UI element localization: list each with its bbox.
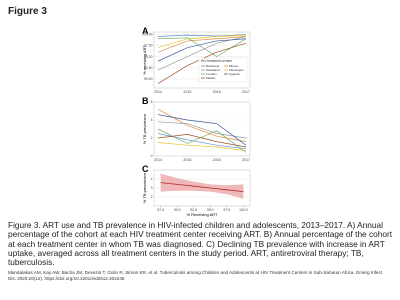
series-line — [157, 121, 247, 139]
panel-label: B — [142, 96, 149, 106]
x-tick-label: 100.0 — [239, 208, 248, 212]
citation: Mandalakas AM, Kay AW, Bacha JM, Devezin… — [8, 270, 383, 281]
legend-label: Malawi — [206, 76, 216, 80]
series-line — [157, 38, 247, 62]
x-tick-label: 92.5 — [190, 208, 197, 212]
series-line — [157, 133, 247, 150]
x-tick-label: 2017 — [242, 90, 250, 94]
y-axis-label: % TB prevalence — [142, 113, 147, 144]
caption: Figure 3. ART use and TB prevalence in H… — [8, 220, 393, 268]
x-tick-label: 90.0 — [174, 208, 181, 212]
y-tick-label: 95.00 — [144, 55, 153, 59]
y-tick-label: 3 — [151, 186, 153, 190]
legend-label: Lesotho — [206, 72, 217, 76]
x-tick-label: 2014 — [154, 158, 162, 162]
x-tick-label: 2016 — [213, 158, 221, 162]
panel-label: C — [142, 164, 149, 174]
x-tick-label: 2015 — [183, 90, 191, 94]
y-tick-label: 97.50 — [144, 44, 153, 48]
x-tick-label: 87.5 — [157, 208, 164, 212]
legend-box — [198, 57, 248, 83]
y-axis-label: % TB prevalence — [142, 172, 147, 203]
legend-title: HIV treatment centers — [201, 59, 232, 63]
y-tick-label: 92.50 — [144, 66, 153, 70]
y-tick-label: 100.00 — [142, 32, 152, 36]
x-tick-label: 2016 — [213, 90, 221, 94]
legend-label: Swaziland — [206, 68, 220, 72]
y-tick-label: 2 — [151, 195, 153, 199]
legend-label: Uganda — [229, 72, 240, 76]
series-line — [157, 36, 247, 53]
legend-label: Botswana — [206, 64, 220, 68]
y-tick-label: 90.00 — [144, 77, 153, 81]
slide-title: Figure 3 — [8, 6, 47, 17]
confidence-band — [160, 173, 244, 199]
x-tick-label: 2015 — [183, 158, 191, 162]
series-line — [157, 114, 247, 146]
x-tick-label: 2014 — [154, 90, 162, 94]
y-tick-label: 0 — [151, 154, 153, 158]
x-tick-label: 97.5 — [224, 208, 231, 212]
x-tick-label: 2017 — [242, 158, 250, 162]
series-line — [157, 34, 247, 37]
plot-frame — [153, 101, 251, 157]
y-tick-label: 4 — [151, 177, 153, 181]
y-tick-label: 2 — [151, 136, 153, 140]
y-tick-label: 6 — [151, 100, 153, 104]
series-line — [157, 34, 247, 49]
series-line — [157, 142, 247, 151]
figure: A% receiving ART90.0092.5095.0097.50100.… — [142, 26, 251, 217]
y-tick-label: 4 — [151, 118, 153, 122]
series-line — [157, 134, 247, 148]
legend-label: Mbeya — [229, 64, 238, 68]
x-axis-label: % Receiving ART — [186, 212, 218, 217]
x-tick-label: 95.0 — [207, 208, 214, 212]
legend-label: Kilimanjaro — [229, 68, 244, 72]
y-axis-label: % receiving ART — [142, 45, 147, 75]
panel-label: A — [142, 26, 149, 36]
trend-line — [160, 182, 244, 192]
